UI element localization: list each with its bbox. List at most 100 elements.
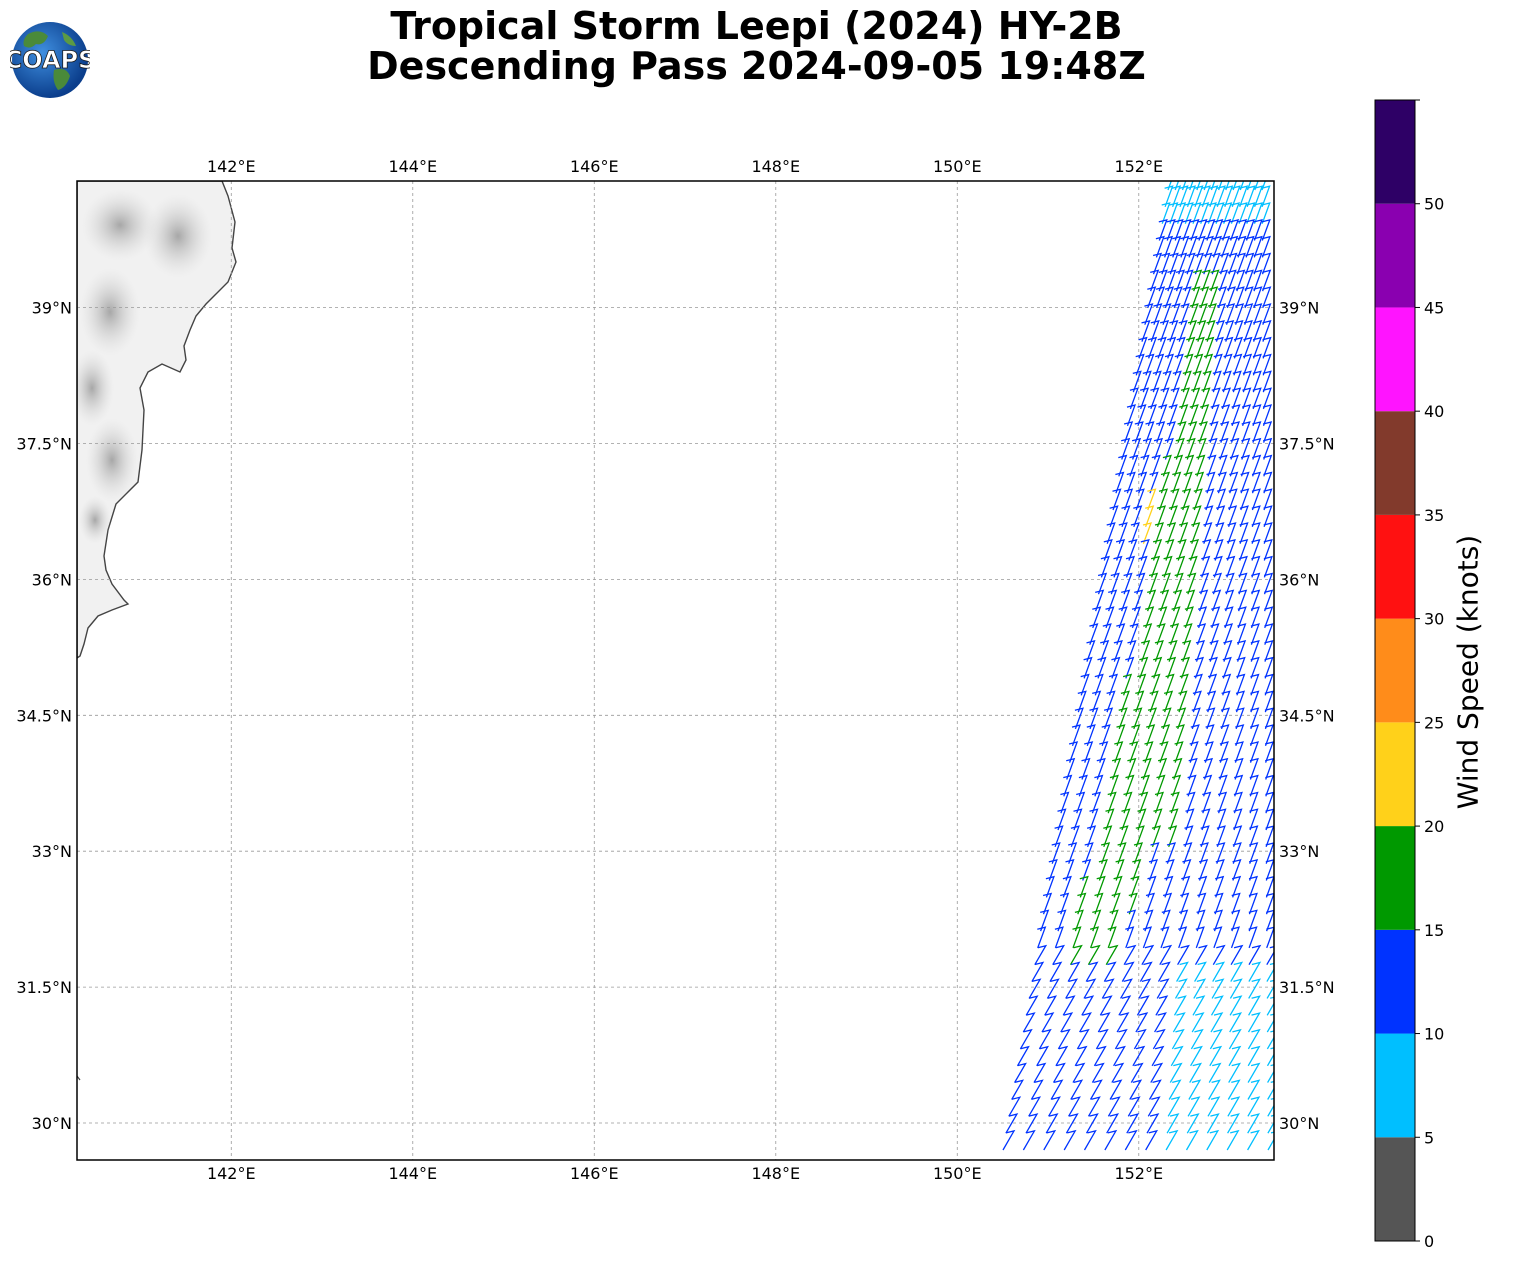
wind-barb	[1224, 589, 1235, 612]
wind-barb	[1151, 673, 1161, 696]
wind-barb	[1217, 471, 1227, 494]
wind-barb	[1209, 185, 1219, 208]
wind-barb	[1262, 421, 1273, 443]
wind-barb	[1159, 319, 1170, 342]
wind-barb	[1147, 875, 1157, 898]
wind-barb	[1218, 269, 1229, 292]
wind-barb	[1248, 961, 1262, 982]
wind-barb	[1191, 522, 1201, 544]
wind-barb	[1042, 892, 1053, 915]
wind-barb	[1107, 1096, 1121, 1117]
wind-barb	[1189, 1062, 1203, 1083]
wind-barb	[1193, 488, 1203, 511]
wind-barb	[1240, 488, 1250, 511]
wind-barb	[1043, 1129, 1057, 1151]
wind-barb	[1086, 639, 1096, 662]
wind-barb	[1052, 1062, 1066, 1083]
wind-barb	[1057, 909, 1067, 932]
wind-barb	[1154, 791, 1165, 814]
wind-barb	[1161, 909, 1171, 932]
wind-barb	[1210, 995, 1224, 1016]
axis-tick-labels: 142°E 142°E 144°E 144°E 146°E 146°E 148°E 148°E…	[16, 157, 1334, 1183]
wind-barb	[1261, 269, 1272, 292]
wind-barb	[1242, 353, 1253, 376]
wind-barb	[1264, 707, 1274, 730]
wind-barb	[1261, 181, 1266, 191]
wind-barb	[1245, 235, 1255, 258]
wind-barb	[1252, 404, 1262, 427]
wind-barb	[1173, 757, 1183, 780]
wind-barb	[1180, 387, 1191, 410]
colorbar-bin-4	[1375, 722, 1415, 827]
wind-barb	[1164, 875, 1174, 898]
wind-barb	[1215, 858, 1225, 881]
wind-barb	[1128, 538, 1138, 561]
wind-barb	[1202, 370, 1212, 393]
wind-barb	[1169, 252, 1179, 275]
wind-barb	[1227, 522, 1237, 544]
wind-barb	[1127, 639, 1137, 662]
wind-barb	[1144, 741, 1154, 763]
wind-barb	[1094, 892, 1104, 915]
wind-barb	[1072, 1062, 1086, 1083]
colorbar-tick-label: 45	[1424, 298, 1444, 317]
wind-barb	[1095, 1028, 1109, 1050]
wind-barb	[1111, 892, 1121, 915]
colorbar-bin-6	[1375, 514, 1415, 619]
wind-barb	[1213, 555, 1223, 578]
wind-barb	[1220, 707, 1231, 730]
wind-barb	[1089, 808, 1099, 831]
wind-barb	[1169, 808, 1179, 831]
wind-barb	[1234, 774, 1244, 797]
wind-barb	[1116, 623, 1126, 645]
wind-barb	[1060, 791, 1070, 814]
wind-barb	[1262, 353, 1272, 376]
wind-barb	[1249, 741, 1260, 763]
wind-barb	[1114, 741, 1124, 763]
wind-barb	[1232, 858, 1242, 881]
colorbar-bin-0	[1375, 1137, 1415, 1241]
wind-barb	[1212, 944, 1226, 966]
wind-barb	[1165, 1129, 1179, 1151]
wind-barb	[1247, 1062, 1261, 1083]
wind-barb	[1202, 791, 1212, 814]
wind-barb	[1264, 690, 1274, 713]
wind-barb	[1129, 387, 1139, 410]
wind-barb	[1124, 1129, 1138, 1151]
wind-barb	[1247, 1129, 1260, 1151]
wind-barb	[1211, 589, 1222, 612]
wind-barb	[1216, 185, 1226, 208]
wind-barb	[1063, 774, 1073, 797]
wind-barb	[1237, 218, 1248, 241]
wind-barb	[1242, 370, 1252, 393]
wind-barb	[1155, 235, 1165, 258]
wind-barb	[1198, 858, 1209, 881]
wind-barb	[1199, 842, 1209, 864]
wind-barb	[1048, 1096, 1061, 1117]
wind-barb	[1200, 404, 1210, 427]
wind-barb	[1150, 319, 1160, 342]
wind-barb	[1136, 572, 1146, 595]
wind-barb	[1168, 404, 1178, 427]
wind-barb	[1194, 185, 1204, 208]
wind-barb	[1178, 690, 1188, 713]
wind-barb	[1151, 1045, 1165, 1067]
wind-barb	[1171, 774, 1182, 797]
title-line-1: Tropical Storm Leepi (2024) HY-2B	[390, 4, 1123, 48]
wind-barb	[1263, 555, 1273, 578]
lat-tick-label-left: 31.5°N	[16, 978, 72, 997]
wind-barb	[1239, 181, 1245, 191]
wind-barb	[1155, 995, 1169, 1016]
wind-barb	[1236, 252, 1246, 275]
wind-barb	[1193, 673, 1203, 696]
wind-barb	[1036, 1045, 1050, 1067]
wind-barb	[1185, 808, 1195, 831]
wind-barb	[1246, 185, 1256, 208]
wind-barb	[1164, 286, 1175, 309]
wind-barb	[1226, 1129, 1240, 1151]
wind-barb	[1205, 336, 1215, 359]
wind-barb	[1203, 252, 1213, 275]
wind-barb	[1137, 673, 1147, 696]
wind-barb	[1136, 995, 1150, 1016]
wind-barb	[1244, 269, 1254, 292]
